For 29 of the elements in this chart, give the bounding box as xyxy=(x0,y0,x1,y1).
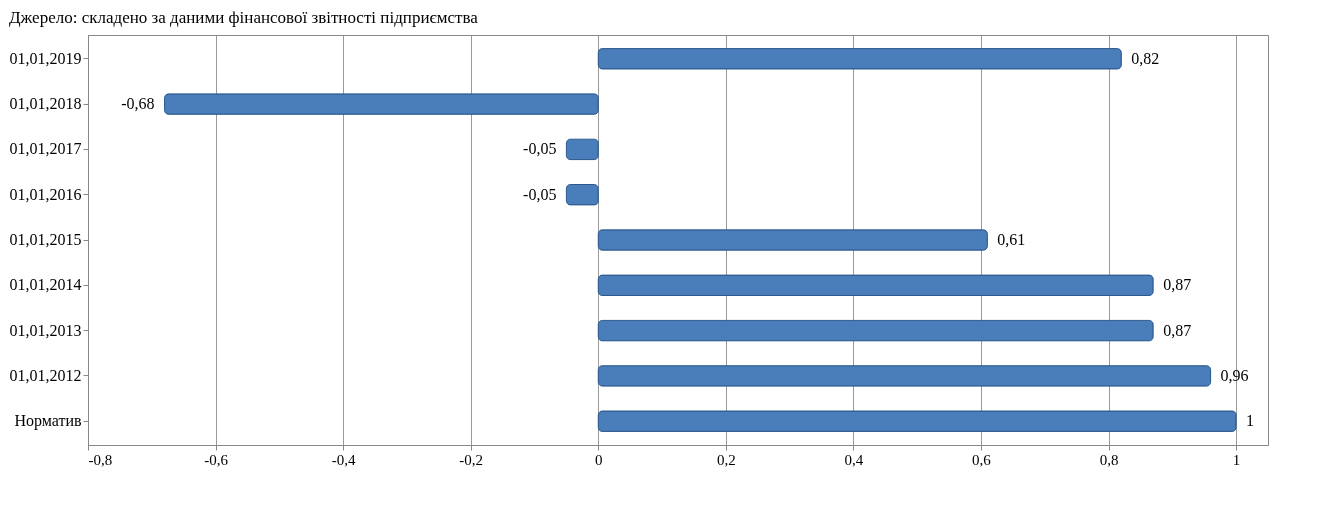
data-label: -0,68 xyxy=(121,95,155,113)
x-tick-label: -0,6 xyxy=(204,451,229,468)
y-tick-label: 01,01,2017 xyxy=(9,140,82,158)
data-label: 0,82 xyxy=(1131,49,1160,67)
x-tick-label: 0,2 xyxy=(716,451,736,468)
y-tick-label: 01,01,2015 xyxy=(9,231,82,248)
data-label: 1 xyxy=(1246,412,1255,430)
x-tick-label: 0,6 xyxy=(972,451,992,468)
x-tick-label: 1 xyxy=(1232,451,1241,468)
text: Джерело: складено за даними фінансової звітності підприємства xyxy=(9,8,479,27)
y-tick-label: 01,01,2013 xyxy=(9,321,82,339)
y-tick-label: 01,01,2014 xyxy=(9,276,82,294)
x-tick-label: 0,4 xyxy=(844,451,864,468)
y-tick-label: 01,01,2012 xyxy=(9,366,82,384)
data-label: 0,87 xyxy=(1163,276,1192,294)
x-tick-label: -0,8 xyxy=(88,451,113,468)
y-tick-label: 01,01,2019 xyxy=(9,49,82,67)
data-label: 0,96 xyxy=(1220,366,1249,384)
y-tick-label: 01,01,2016 xyxy=(9,185,82,203)
data-label: 0,87 xyxy=(1163,321,1192,339)
x-tick-label: 0 xyxy=(595,451,603,468)
y-tick-label: Норматив xyxy=(14,412,82,431)
data-label: -0,05 xyxy=(523,185,557,203)
x-tick-label: -0,4 xyxy=(331,451,357,468)
y-tick-label: 01,01,2018 xyxy=(9,95,82,113)
x-tick-label: 0,8 xyxy=(1099,451,1119,468)
x-tick-label: -0,2 xyxy=(459,451,484,468)
data-label: -0,05 xyxy=(523,140,557,158)
data-label: 0,61 xyxy=(997,231,1026,248)
